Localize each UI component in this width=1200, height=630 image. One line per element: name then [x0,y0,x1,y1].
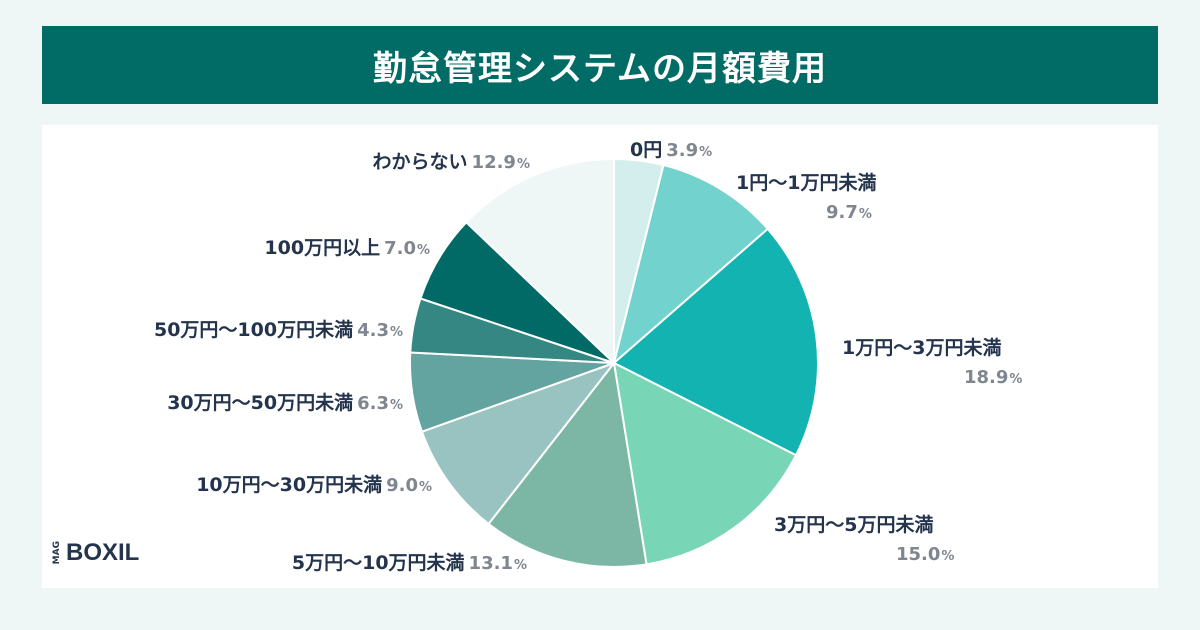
slice-label: 10万円～30万円未満 9.0% [196,470,432,497]
slice-label-value: 18.9% [964,367,1023,388]
slice-label-name: 1万円～3万円未満 [842,337,1002,359]
slice-label-value: 9.7% [826,202,872,223]
pie-slice [464,157,615,366]
pie-slice [612,227,819,457]
slice-label: 5万円～10万円未満 13.1% [292,548,527,575]
pie-chart [408,157,819,568]
slice-label-name: 10万円～30万円未満 [196,474,383,496]
boxil-logo: MAG BOXIL [52,539,139,567]
chart-panel: 0円 3.9% 1円～1万円未満 9.7% 1万円～3万円未満 18.9% 3万円～5万円未… [42,125,1158,588]
slice-label-value: 6.3% [357,393,403,414]
slice-label: 100万円以上 7.0% [264,233,430,260]
slice-label-value: 9.0% [386,475,432,496]
slice-label-value: 13.1% [468,553,527,574]
slice-label: 0円 3.9% [630,135,712,162]
slice-label-value: 4.3% [357,320,403,341]
slice-label: 30万円～50万円未満 6.3% [167,388,403,415]
slice-label-name: 30万円～50万円未満 [167,392,354,414]
slice-label: わからない 12.9% [373,147,530,174]
slice-label-name: わからない [372,151,468,173]
slice-label: 50万円～100万円未満 4.3% [154,315,403,342]
slice-label-value: 12.9% [471,152,530,173]
pie-slice [420,360,617,526]
slice-label-name: 1円～1万円未満 [736,172,877,194]
pie-slice [487,360,648,568]
slice-label: 1円～1万円未満 9.7% [736,168,876,223]
pie-slice [612,163,770,366]
slice-label-value: 15.0% [896,544,955,565]
slice-label-name: 50万円～100万円未満 [153,319,354,341]
slice-label: 1万円～3万円未満 18.9% [842,333,1022,388]
title-bar: 勤怠管理システムの月額費用 [42,26,1158,104]
slice-label-name: 3万円～5万円未満 [774,514,934,536]
slice-label-name: 100万円以上 [264,237,381,259]
pie-slice [612,361,798,566]
slice-label-value: 7.0% [384,238,430,259]
logo-name: BOXIL [66,539,140,566]
slice-label-name: 5万円～10万円未満 [291,552,465,574]
slice-label-value: 3.9% [666,140,713,161]
slice-label: 3万円～5万円未満 15.0% [774,510,954,565]
slice-label-name: 0円 [630,139,663,161]
chart-title: 勤怠管理システムの月額費用 [373,48,827,89]
logo-prefix: MAG [52,541,62,565]
